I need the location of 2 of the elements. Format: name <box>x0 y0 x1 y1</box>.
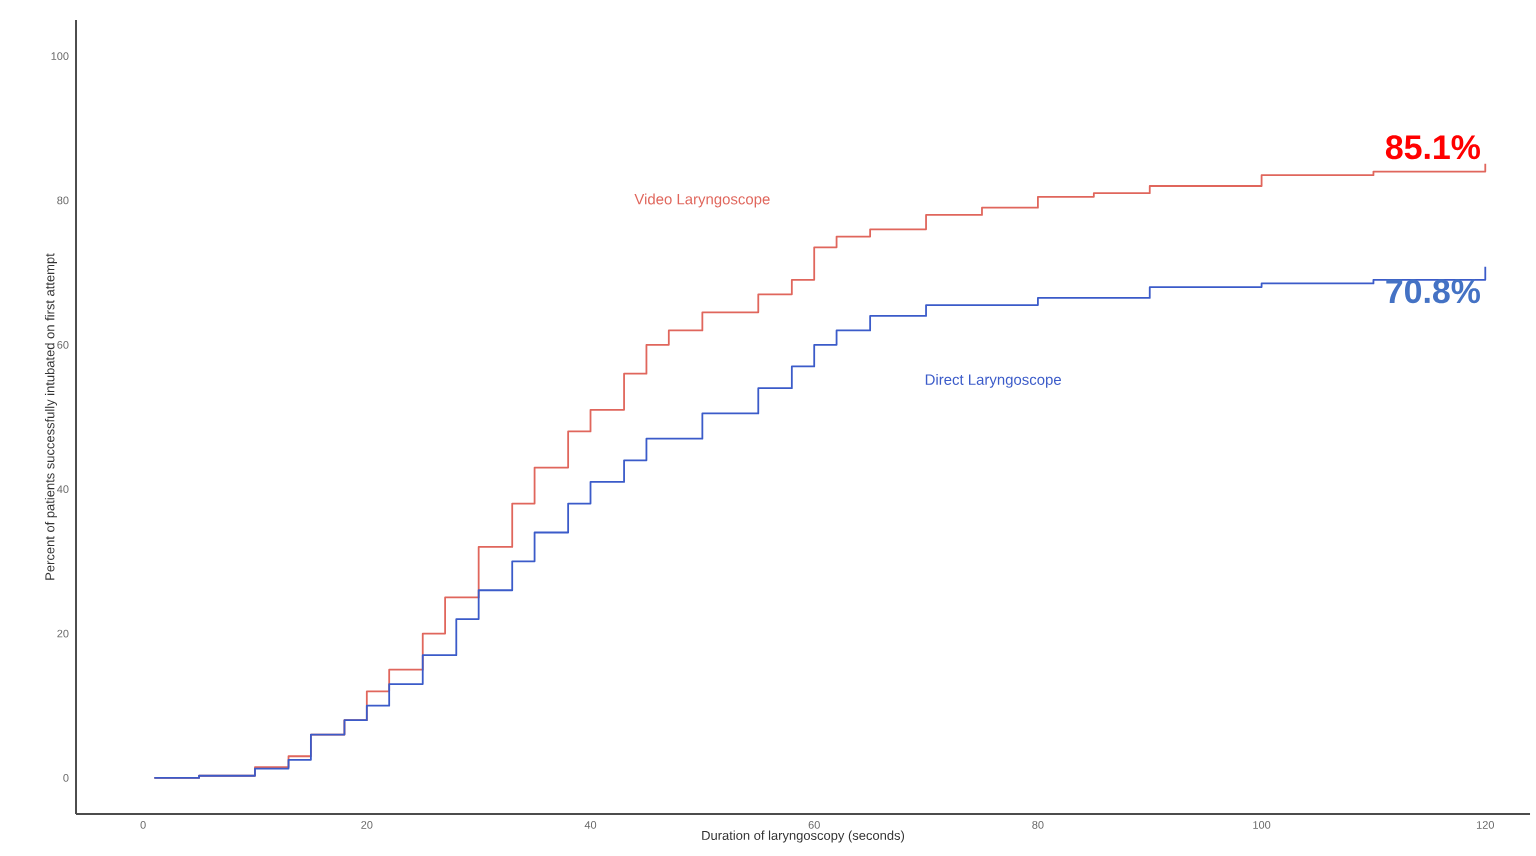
annotation: 85.1% <box>1385 135 1480 160</box>
annotation: 70.8% <box>1386 279 1480 304</box>
